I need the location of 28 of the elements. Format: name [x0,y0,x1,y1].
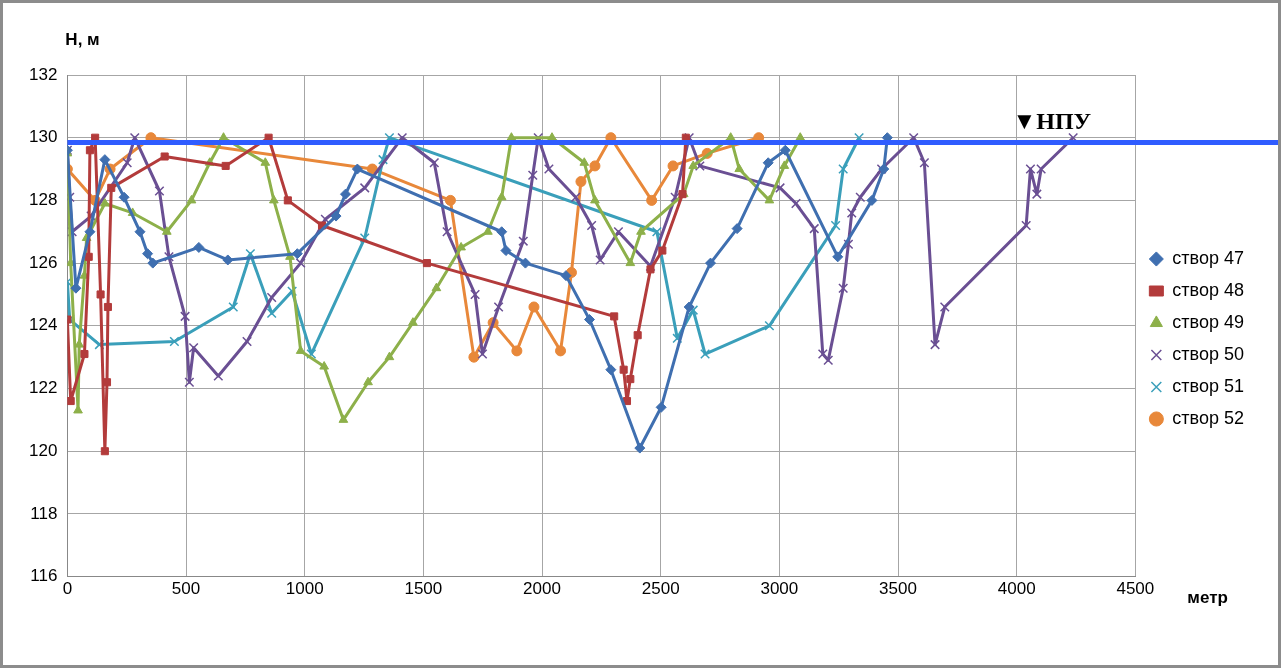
x-axis-title: метр [1187,587,1228,607]
x-tick-label: 2000 [523,579,561,599]
legend-label: створ 47 [1172,247,1245,268]
y-tick-label: 116 [30,566,58,586]
x-tick-label: 2500 [641,579,680,599]
legend-label: створ 52 [1172,407,1245,428]
x-tick-label: 4500 [1116,579,1155,599]
legend-label: створ 50 [1172,343,1245,364]
x-tick-label: 1500 [404,579,443,599]
legend-label: створ 49 [1172,311,1245,332]
legend-label: створ 48 [1172,279,1245,300]
y-axis-title: Н, м [65,30,100,49]
y-tick-label: 126 [28,252,58,272]
y-tick-label: 120 [28,440,58,460]
x-tick-label: 500 [171,579,201,599]
x-tick-label: 1000 [285,579,324,599]
y-tick-label: 130 [28,127,58,147]
y-tick-label: 124 [28,315,58,335]
legend-label: створ 51 [1172,375,1245,396]
ref-line-label: ▼НПУ [1012,107,1092,134]
y-tick-label: 128 [28,190,58,210]
x-tick-label: 4000 [997,579,1036,599]
y-tick-label: 132 [28,64,58,84]
x-tick-label: 0 [62,579,73,599]
x-tick-label: 3500 [879,579,917,599]
x-tick-label: 3000 [760,579,799,599]
y-tick-label: 122 [28,378,58,398]
y-tick-label: 118 [30,503,58,523]
